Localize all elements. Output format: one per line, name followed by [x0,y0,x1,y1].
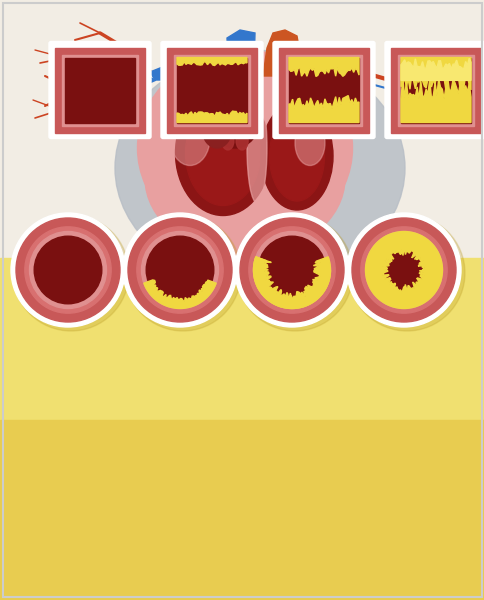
Circle shape [25,227,111,313]
Ellipse shape [201,108,231,148]
Ellipse shape [269,111,324,201]
Circle shape [123,213,237,327]
Circle shape [128,218,231,322]
Polygon shape [400,58,470,90]
Polygon shape [253,257,330,308]
Polygon shape [300,63,366,83]
Polygon shape [177,111,246,122]
Bar [65,58,135,122]
FancyBboxPatch shape [161,41,262,139]
Polygon shape [400,58,470,80]
Polygon shape [262,30,300,76]
Bar [174,55,249,125]
FancyBboxPatch shape [280,49,372,136]
Circle shape [237,215,352,331]
Ellipse shape [245,118,257,136]
Polygon shape [144,280,216,308]
Bar [278,47,368,133]
Ellipse shape [246,93,267,203]
Polygon shape [279,36,336,70]
FancyBboxPatch shape [49,41,151,139]
Polygon shape [288,58,358,76]
Ellipse shape [137,50,352,245]
Circle shape [248,227,334,313]
Ellipse shape [236,132,248,150]
Polygon shape [400,77,470,122]
Circle shape [253,232,330,308]
Circle shape [360,227,446,313]
Bar [55,47,145,133]
Bar [390,47,480,133]
Circle shape [346,213,460,327]
Bar [0,0,484,258]
Circle shape [240,218,343,322]
Bar [0,258,484,420]
FancyBboxPatch shape [57,49,149,136]
Bar [0,420,484,600]
Ellipse shape [115,50,404,286]
Ellipse shape [175,91,270,215]
Circle shape [136,227,223,313]
FancyBboxPatch shape [392,49,484,136]
Polygon shape [288,95,358,122]
Circle shape [365,232,441,308]
Circle shape [16,218,120,322]
Polygon shape [227,30,255,103]
Ellipse shape [210,88,259,148]
Bar [62,55,138,125]
Circle shape [351,218,455,322]
Bar [166,47,257,133]
Bar [397,55,473,125]
Circle shape [257,236,325,304]
Circle shape [396,260,410,274]
Polygon shape [150,58,229,80]
Circle shape [348,215,464,331]
Polygon shape [177,58,246,65]
Bar [286,55,361,125]
Bar [177,58,246,122]
Ellipse shape [221,132,233,150]
FancyBboxPatch shape [384,41,484,139]
Circle shape [235,213,348,327]
Ellipse shape [260,102,333,210]
Circle shape [369,236,437,304]
Circle shape [30,232,106,308]
Circle shape [11,213,125,327]
Circle shape [146,236,213,304]
FancyBboxPatch shape [168,49,260,136]
Circle shape [34,236,102,304]
Ellipse shape [145,100,344,256]
FancyBboxPatch shape [272,41,374,139]
Circle shape [13,215,129,331]
Bar [400,58,470,122]
Circle shape [141,232,218,308]
Ellipse shape [185,100,260,205]
Polygon shape [253,257,330,308]
Ellipse shape [212,118,224,136]
Circle shape [125,215,241,331]
Polygon shape [365,232,441,308]
Bar [288,58,358,122]
Ellipse shape [170,110,210,166]
Ellipse shape [294,121,324,166]
